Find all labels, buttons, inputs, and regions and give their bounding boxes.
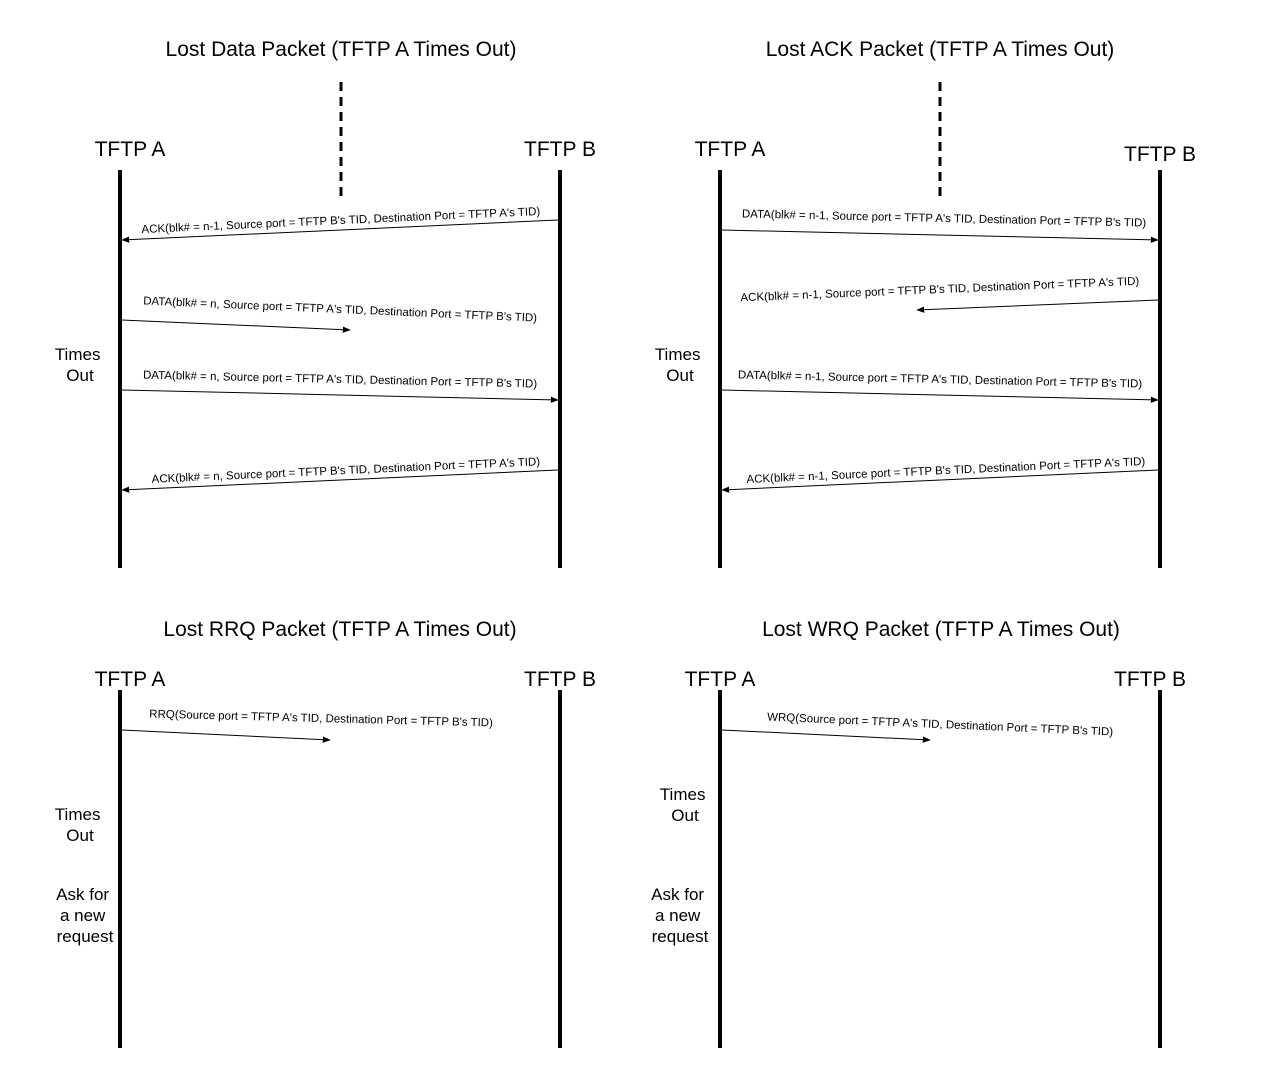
ask-new-request-note: Ask for a new request [651, 885, 709, 946]
times-out-note: Times Out [660, 785, 710, 825]
lost-data-message-label: DATA(blk# = n, Source port = TFTP A's TI… [143, 295, 537, 324]
lost-rrq-arrow [121, 729, 331, 743]
lost-ack-message-label: ACK(blk# = n-1, Source port = TFTP B's T… [740, 276, 1139, 305]
panel-lost-data: Lost Data Packet (TFTP A Times Out) TFTP… [55, 38, 596, 568]
resent-data-arrow [721, 389, 1159, 404]
ack-arrow [121, 469, 559, 493]
lost-ack-arrow [916, 299, 1159, 313]
host-a-label: TFTP A [685, 668, 756, 691]
times-out-note: Times Out [655, 345, 705, 385]
ack-message-label: ACK(blk# = n, Source port = TFTP B's TID… [151, 456, 540, 486]
panel-lost-ack: Lost ACK Packet (TFTP A Times Out) TFTP … [655, 38, 1196, 568]
ack-arrow [721, 469, 1159, 493]
ask-new-request-note: Ask for a new request [56, 885, 114, 946]
times-out-note: Times Out [55, 805, 105, 845]
host-b-label: TFTP B [524, 668, 596, 691]
panel-title: Lost RRQ Packet (TFTP A Times Out) [163, 618, 516, 641]
panel-lost-rrq: Lost RRQ Packet (TFTP A Times Out) TFTP … [55, 618, 596, 1048]
lost-data-arrow [121, 319, 351, 333]
host-a-label: TFTP A [95, 138, 166, 161]
lost-wrq-arrow [721, 729, 931, 743]
host-b-label: TFTP B [1114, 668, 1186, 691]
panel-title: Lost ACK Packet (TFTP A Times Out) [766, 38, 1115, 61]
times-out-note: Times Out [55, 345, 105, 385]
data-message-label: DATA(blk# = n-1, Source port = TFTP A's … [742, 208, 1147, 229]
resent-data-message-label: DATA(blk# = n-1, Source port = TFTP A's … [738, 369, 1143, 390]
ack-arrow [121, 219, 559, 243]
ack-message-label: ACK(blk# = n-1, Source port = TFTP B's T… [746, 456, 1145, 486]
host-a-label: TFTP A [95, 668, 166, 691]
host-b-label: TFTP B [524, 138, 596, 161]
resent-data-arrow [121, 389, 559, 404]
ack-message-label: ACK(blk# = n-1, Source port = TFTP B's T… [141, 206, 540, 236]
rrq-message-label: RRQ(Source port = TFTP A's TID, Destinat… [149, 709, 493, 730]
resent-data-message-label: DATA(blk# = n, Source port = TFTP A's TI… [143, 370, 537, 391]
panel-title: Lost WRQ Packet (TFTP A Times Out) [762, 618, 1120, 641]
panel-title: Lost Data Packet (TFTP A Times Out) [166, 38, 517, 61]
panel-lost-wrq: Lost WRQ Packet (TFTP A Times Out) TFTP … [651, 618, 1186, 1048]
host-b-label: TFTP B [1124, 143, 1196, 166]
data-arrow [721, 229, 1159, 244]
host-a-label: TFTP A [695, 138, 766, 161]
